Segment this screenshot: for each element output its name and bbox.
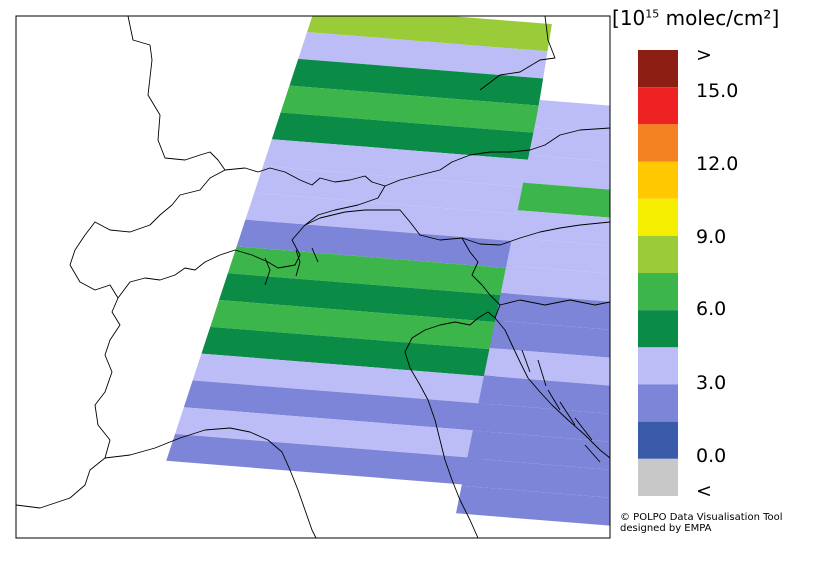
legend-tick-label: 12.0 [696,153,739,175]
legend-tick-label: > [696,44,712,66]
swath-band-east [456,485,610,526]
france-italy-border [16,264,121,509]
credit-line-2: designed by EMPA [620,523,712,534]
legend-unit: [1015 molec/cm²] [612,6,780,30]
swath-band [201,326,500,378]
switzerland-border [117,167,386,299]
swath-band-east [517,182,610,218]
legend-swatch [638,161,678,199]
swath-band-east [489,320,610,358]
legend-swatch [638,384,678,422]
country-borders [16,16,610,538]
map-frame [15,15,611,539]
credit: © POLPO Data Visualisation Tool designed… [620,512,783,534]
legend-swatch [638,273,678,311]
legend-swatch [638,421,678,459]
swath-band-east [534,100,610,134]
swath-band-east [528,127,610,162]
swath-band-east [484,347,610,386]
swath-band [219,273,508,323]
swath-band [183,380,491,432]
swath-band-east [506,237,610,274]
swath-band [289,58,544,106]
legend-swatch [638,347,678,385]
swath-band [271,112,535,160]
swath-band-east [478,375,610,414]
swath-band [280,85,539,133]
austria-italy-border [304,209,610,246]
legend-swatch [638,87,678,125]
swath-band [175,407,486,459]
italy-west-coast [104,427,317,538]
germany-czech-border [479,16,556,91]
swath-band-east [472,403,610,442]
legend-tick-label: 9.0 [696,226,727,248]
satellite-swath [166,16,610,526]
legend-swatch [638,50,678,88]
swath-band [307,16,552,52]
swath-band-east [461,458,610,498]
color-legend [638,50,678,496]
swath-band [166,434,482,486]
istria-coast [494,317,610,459]
swath-band [210,300,504,350]
france-switzerland-border [69,16,226,266]
legend-tick-label: 6.0 [696,298,727,320]
swath-band-east [467,430,610,470]
swath-band-east [500,265,610,302]
swath-band-east [523,155,610,190]
germany-austria-border [384,127,610,187]
swath-band [192,353,495,405]
legend-swatch [638,310,678,348]
slovenia-croatia-border [499,299,610,306]
swath-band [254,166,526,215]
italy-slovenia-border [461,237,501,319]
swath-band [236,219,517,269]
credit-line-1: © POLPO Data Visualisation Tool [620,512,783,523]
swath-band [245,192,522,242]
italian-lakes [264,247,319,286]
swath-band [263,139,530,188]
croatian-islands [521,349,601,463]
swath-band [298,32,548,79]
legend-swatch [638,458,678,496]
legend-swatch [638,235,678,273]
legend-tick-label: 3.0 [696,372,727,394]
legend-tick-label: < [696,480,712,502]
legend-swatch [638,198,678,236]
legend-tick-label: 15.0 [696,80,739,102]
legend-swatch [638,124,678,162]
italy-east-coast [404,311,496,538]
legend-tick-label: 0.0 [696,445,727,467]
